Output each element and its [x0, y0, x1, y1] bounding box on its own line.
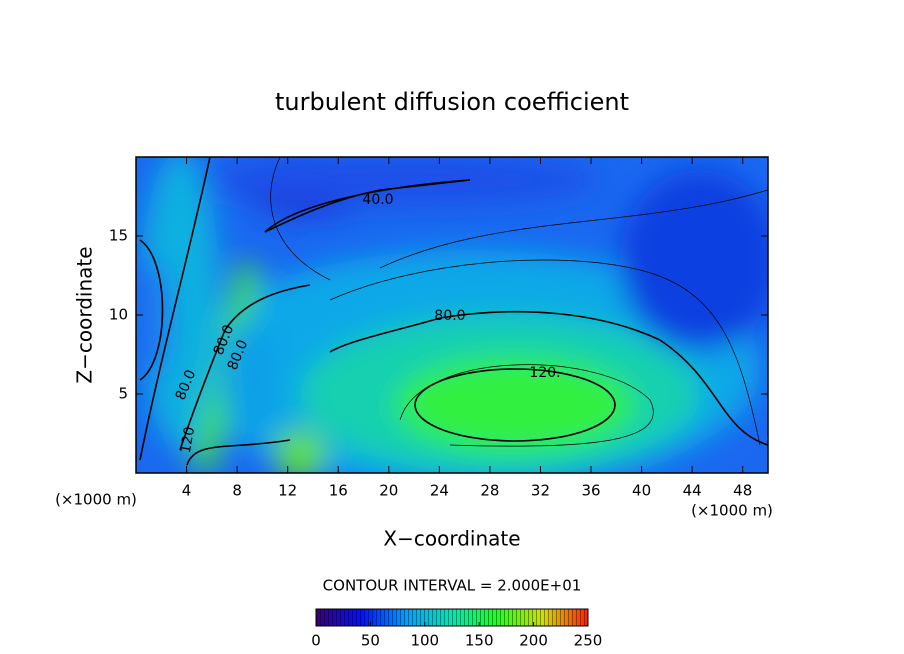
- colorbar-tick-label: 50: [361, 632, 380, 650]
- x-tick-label: 16: [329, 482, 348, 500]
- x-tick-label: 36: [581, 482, 600, 500]
- x-tick-label: 48: [733, 482, 752, 500]
- x-tick-label: 4: [182, 482, 192, 500]
- x-unit: (×1000 m): [55, 491, 137, 509]
- x-tick-label: 12: [278, 482, 297, 500]
- y-tick-label: 10: [109, 306, 128, 324]
- contour-label: 40.0: [362, 192, 393, 208]
- x-tick-label: 24: [430, 482, 449, 500]
- y-tick-label: 15: [109, 227, 128, 245]
- y-tick-label: 5: [118, 385, 128, 403]
- y-axis-title: Z−coordinate: [73, 246, 97, 383]
- x-tick-label: 20: [379, 482, 398, 500]
- colorbar-tick-label: 0: [311, 632, 321, 650]
- contour-label: 120.: [529, 365, 560, 381]
- colorbar: 0 50 100 150 200 250: [311, 608, 603, 650]
- colorbar-tick-label: 150: [465, 632, 494, 650]
- colorbar-frame: [315, 608, 589, 627]
- colorbar-tick-label: 100: [410, 632, 439, 650]
- x-tick-label: 8: [232, 482, 242, 500]
- contour-label: 120: [178, 425, 198, 454]
- x-tick-label: 40: [632, 482, 651, 500]
- x-tick-label: 32: [531, 482, 550, 500]
- contour-interval: CONTOUR INTERVAL = 2.000E+01: [323, 577, 582, 595]
- x-unit: (×1000 m): [691, 502, 773, 520]
- colorbar-tick-label: 200: [519, 632, 548, 650]
- contour-field: [136, 157, 768, 473]
- colorbar-stripes: [316, 609, 588, 626]
- chart-title: turbulent diffusion coefficient: [275, 88, 629, 116]
- x-tick-label: 44: [683, 482, 702, 500]
- x-axis-title: X−coordinate: [383, 527, 520, 551]
- colorbar-tick-label: 250: [574, 632, 603, 650]
- contour-label: 80.0: [434, 308, 465, 324]
- x-tick-label: 28: [480, 482, 499, 500]
